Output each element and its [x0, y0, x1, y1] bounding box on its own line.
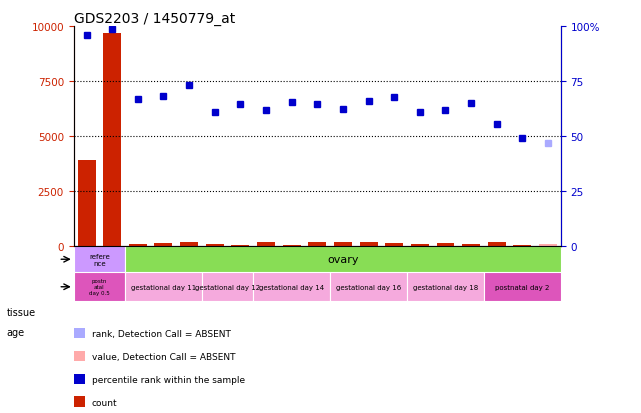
Bar	[74, 273, 125, 301]
Bar	[513, 245, 531, 247]
Text: gestational day 16: gestational day 16	[336, 284, 401, 290]
Bar	[74, 247, 125, 273]
Bar	[283, 245, 301, 247]
Bar	[539, 244, 557, 247]
Text: postnatal day 2: postnatal day 2	[495, 284, 549, 290]
Text: postn
atal
day 0.5: postn atal day 0.5	[89, 279, 110, 295]
Bar	[407, 273, 484, 301]
Bar	[125, 273, 202, 301]
Bar	[488, 242, 506, 247]
Text: value, Detection Call = ABSENT: value, Detection Call = ABSENT	[92, 352, 235, 361]
Bar	[103, 33, 121, 247]
Bar	[330, 273, 407, 301]
Bar	[257, 243, 275, 247]
Bar	[360, 242, 378, 247]
Bar	[125, 247, 561, 273]
Bar	[437, 244, 454, 247]
Text: ovary: ovary	[327, 255, 359, 265]
Text: gestational day 11: gestational day 11	[131, 284, 196, 290]
Text: percentile rank within the sample: percentile rank within the sample	[92, 375, 245, 384]
Bar	[206, 245, 224, 247]
Bar	[308, 242, 326, 247]
Text: age: age	[6, 328, 24, 337]
Text: GDS2203 / 1450779_at: GDS2203 / 1450779_at	[74, 12, 235, 26]
Text: tissue: tissue	[6, 307, 35, 317]
Bar	[231, 245, 249, 247]
Bar	[385, 243, 403, 247]
Bar	[129, 244, 147, 247]
Bar	[78, 161, 96, 247]
Text: rank, Detection Call = ABSENT: rank, Detection Call = ABSENT	[92, 330, 231, 339]
Text: count: count	[92, 398, 117, 407]
Text: gestational day 18: gestational day 18	[413, 284, 478, 290]
Bar	[180, 242, 198, 247]
Text: gestational day 12: gestational day 12	[195, 284, 260, 290]
Bar	[411, 244, 429, 247]
Bar	[202, 273, 253, 301]
Text: gestational day 14: gestational day 14	[259, 284, 324, 290]
Bar	[334, 242, 352, 247]
Text: refere
nce: refere nce	[89, 253, 110, 266]
Bar	[462, 245, 480, 247]
Bar	[74, 247, 125, 273]
Bar	[154, 243, 172, 247]
Bar	[253, 273, 330, 301]
Bar	[484, 273, 561, 301]
